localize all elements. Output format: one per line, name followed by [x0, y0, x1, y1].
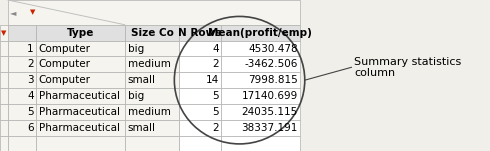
Bar — [179, 136, 221, 151]
Bar — [36, 41, 125, 56]
Text: Computer: Computer — [39, 59, 91, 69]
Text: ▼: ▼ — [30, 9, 35, 15]
Bar — [36, 136, 125, 151]
Text: 2: 2 — [212, 59, 219, 69]
Bar — [179, 104, 221, 120]
Bar — [221, 136, 300, 151]
Text: 5: 5 — [212, 91, 219, 101]
Text: Summary statistics
column: Summary statistics column — [354, 56, 462, 78]
Bar — [36, 72, 125, 88]
Bar — [0, 25, 8, 41]
Bar — [179, 120, 221, 136]
Bar — [36, 104, 125, 120]
Text: N Rows: N Rows — [178, 28, 221, 38]
Bar — [221, 104, 300, 120]
Bar — [8, 41, 36, 56]
Bar — [221, 41, 300, 56]
Text: small: small — [128, 75, 156, 85]
Bar — [0, 136, 8, 151]
Bar — [36, 25, 125, 41]
Bar — [221, 56, 300, 72]
Bar — [221, 88, 300, 104]
Bar — [125, 56, 179, 72]
Text: 4530.478: 4530.478 — [248, 43, 298, 53]
Bar — [0, 120, 8, 136]
Bar — [125, 25, 179, 41]
Bar — [0, 72, 8, 88]
Text: 4: 4 — [27, 91, 34, 101]
Text: 5: 5 — [27, 107, 34, 117]
Text: 6: 6 — [27, 123, 34, 133]
Text: Type: Type — [67, 28, 94, 38]
Bar — [36, 88, 125, 104]
Bar — [179, 25, 221, 41]
Bar — [179, 56, 221, 72]
Bar — [36, 56, 125, 72]
Bar — [0, 88, 8, 104]
Text: Computer: Computer — [39, 75, 91, 85]
Text: 4: 4 — [212, 43, 219, 53]
Bar — [36, 120, 125, 136]
Text: Pharmaceutical: Pharmaceutical — [39, 123, 120, 133]
Bar — [8, 56, 36, 72]
Bar — [8, 25, 36, 41]
Text: 2: 2 — [27, 59, 34, 69]
Text: 3: 3 — [27, 75, 34, 85]
Bar — [125, 136, 179, 151]
Bar — [221, 72, 300, 88]
Bar — [8, 0, 300, 25]
Bar — [8, 120, 36, 136]
Text: 38337.191: 38337.191 — [242, 123, 298, 133]
Text: Size Co: Size Co — [130, 28, 173, 38]
Bar — [179, 41, 221, 56]
Text: big: big — [128, 43, 144, 53]
Text: Computer: Computer — [39, 43, 91, 53]
Bar — [221, 120, 300, 136]
Bar — [8, 104, 36, 120]
Bar — [8, 88, 36, 104]
Bar — [221, 25, 300, 41]
Text: ◄: ◄ — [10, 8, 16, 17]
Text: small: small — [128, 123, 156, 133]
Bar — [125, 88, 179, 104]
Text: -3462.506: -3462.506 — [245, 59, 298, 69]
Text: big: big — [128, 91, 144, 101]
Text: Mean(profit/emp): Mean(profit/emp) — [208, 28, 312, 38]
Text: Pharmaceutical: Pharmaceutical — [39, 91, 120, 101]
Text: 7998.815: 7998.815 — [248, 75, 298, 85]
Text: medium: medium — [128, 59, 171, 69]
Text: 14: 14 — [205, 75, 219, 85]
Bar — [125, 104, 179, 120]
Text: 24035.115: 24035.115 — [242, 107, 298, 117]
Text: 1: 1 — [27, 43, 34, 53]
Bar — [0, 41, 8, 56]
Text: ▼: ▼ — [1, 30, 7, 36]
Text: 5: 5 — [212, 107, 219, 117]
Bar — [125, 72, 179, 88]
Bar — [0, 56, 8, 72]
Bar — [8, 136, 36, 151]
Text: 17140.699: 17140.699 — [242, 91, 298, 101]
Bar — [125, 41, 179, 56]
Bar — [8, 72, 36, 88]
Bar — [179, 88, 221, 104]
Bar — [125, 120, 179, 136]
Text: Pharmaceutical: Pharmaceutical — [39, 107, 120, 117]
Text: medium: medium — [128, 107, 171, 117]
Text: 2: 2 — [212, 123, 219, 133]
Bar — [179, 72, 221, 88]
Bar — [0, 104, 8, 120]
